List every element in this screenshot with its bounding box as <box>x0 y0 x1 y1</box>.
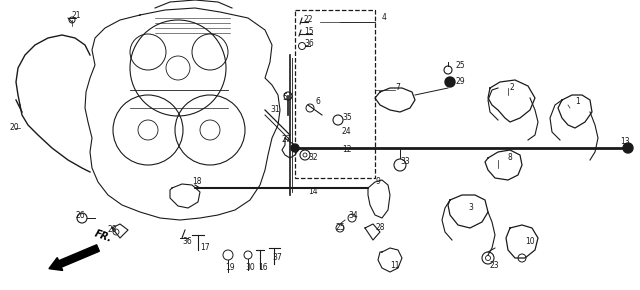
Text: 8: 8 <box>508 153 513 162</box>
Text: 17: 17 <box>200 244 210 253</box>
Text: 18: 18 <box>192 177 202 186</box>
Text: 33: 33 <box>400 157 410 166</box>
Text: 26: 26 <box>75 211 84 220</box>
Text: 21: 21 <box>72 10 81 19</box>
Text: 25: 25 <box>335 224 344 233</box>
Text: 3: 3 <box>468 204 473 213</box>
Text: 6: 6 <box>315 97 320 106</box>
Text: 31: 31 <box>270 106 280 115</box>
Text: 15: 15 <box>304 28 314 37</box>
Text: 32: 32 <box>308 153 317 162</box>
FancyArrow shape <box>49 245 99 271</box>
Text: 36: 36 <box>304 39 314 48</box>
Text: 29: 29 <box>455 77 465 86</box>
Circle shape <box>291 144 299 152</box>
Text: 12: 12 <box>342 146 351 155</box>
Text: FR.: FR. <box>93 229 113 244</box>
Text: 36: 36 <box>182 238 192 246</box>
Text: 9: 9 <box>375 177 380 186</box>
Text: 37: 37 <box>272 253 282 262</box>
Circle shape <box>623 143 633 153</box>
Text: 25: 25 <box>455 61 465 70</box>
Text: 1: 1 <box>575 97 580 106</box>
Text: 2: 2 <box>510 84 515 93</box>
Text: 5: 5 <box>282 93 287 102</box>
Circle shape <box>445 77 455 87</box>
Text: 23: 23 <box>490 260 500 269</box>
Text: 10: 10 <box>525 238 534 246</box>
Text: 27: 27 <box>282 135 292 144</box>
Text: 19: 19 <box>225 264 235 273</box>
Text: 7: 7 <box>395 84 400 93</box>
Text: 34: 34 <box>348 211 358 220</box>
Text: 30: 30 <box>245 264 255 273</box>
Text: 4: 4 <box>382 14 387 23</box>
Text: 16: 16 <box>258 264 268 273</box>
Text: 28: 28 <box>108 226 118 235</box>
Text: 22: 22 <box>304 15 314 24</box>
Text: 13: 13 <box>620 137 630 146</box>
Text: 20: 20 <box>9 124 19 133</box>
Bar <box>295 10 375 178</box>
Text: 24: 24 <box>342 128 351 137</box>
Text: 11: 11 <box>390 260 399 269</box>
Text: 14: 14 <box>308 188 317 197</box>
Text: 28: 28 <box>375 224 385 233</box>
Text: 35: 35 <box>342 113 352 122</box>
